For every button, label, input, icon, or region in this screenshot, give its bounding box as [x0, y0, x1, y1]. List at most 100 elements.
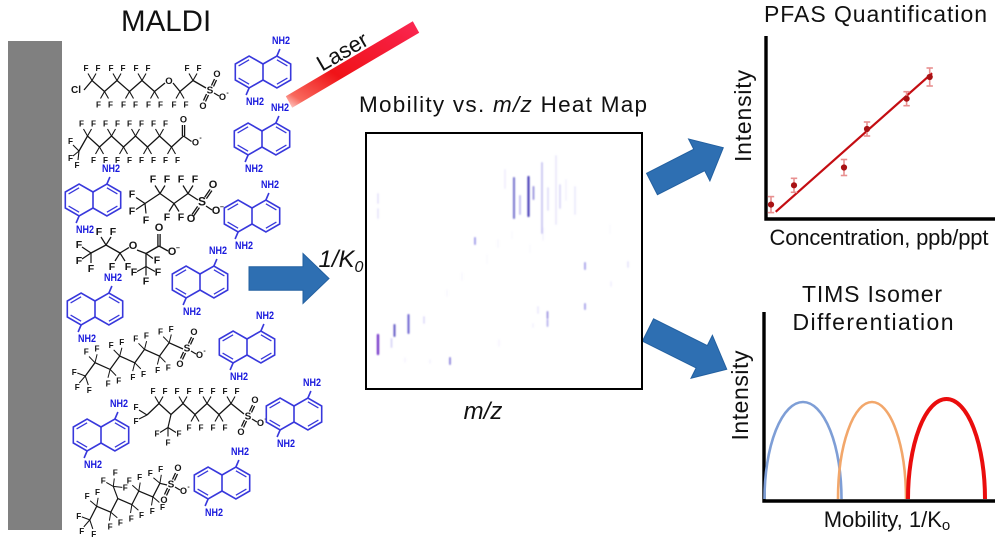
svg-text:F: F	[210, 387, 215, 396]
svg-text:F: F	[150, 387, 155, 396]
svg-text:F: F	[68, 154, 73, 163]
svg-text:F: F	[146, 101, 151, 110]
svg-text:O: O	[212, 205, 221, 217]
svg-text:F: F	[144, 331, 149, 340]
svg-text:NH2: NH2	[183, 306, 201, 318]
svg-text:F: F	[175, 156, 180, 165]
svg-text:NH2: NH2	[102, 163, 120, 175]
svg-text:F: F	[121, 101, 126, 110]
svg-text:Mobility vs. m/z Heat Map: Mobility vs. m/z Heat Map	[359, 92, 647, 117]
svg-text:O: O	[257, 418, 264, 428]
svg-text:F: F	[108, 64, 113, 73]
svg-text:PFAS Quantification: PFAS Quantification	[764, 1, 987, 27]
svg-text:O: O	[160, 495, 167, 505]
svg-text:O: O	[237, 427, 244, 437]
svg-text:F: F	[164, 174, 171, 186]
svg-text:NH2: NH2	[76, 224, 94, 236]
svg-text:F: F	[192, 174, 199, 186]
svg-text:S: S	[198, 195, 206, 209]
svg-text:F: F	[196, 64, 201, 73]
svg-text:F: F	[116, 377, 121, 386]
svg-text:NH2: NH2	[110, 398, 128, 410]
svg-text:F: F	[137, 473, 142, 482]
svg-text:F: F	[123, 483, 128, 492]
svg-text:Intensity: Intensity	[727, 350, 753, 441]
svg-text:F: F	[103, 120, 108, 129]
svg-text:F: F	[150, 174, 157, 186]
svg-text:F: F	[133, 403, 138, 412]
svg-text:NH2: NH2	[272, 35, 290, 47]
svg-text:NH2: NH2	[230, 371, 248, 383]
svg-text:F: F	[210, 424, 215, 433]
svg-text:m/z: m/z	[464, 398, 503, 425]
svg-text:F: F	[109, 341, 114, 350]
svg-text:O: O	[196, 350, 203, 360]
svg-text:O: O	[187, 213, 196, 225]
svg-text:F: F	[151, 120, 156, 129]
svg-text:F: F	[87, 386, 92, 395]
svg-text:F: F	[198, 387, 203, 396]
svg-text:F: F	[178, 174, 185, 186]
svg-text:F: F	[158, 465, 163, 474]
svg-text:F: F	[79, 120, 84, 129]
svg-text:F: F	[113, 468, 118, 477]
svg-text:S: S	[168, 480, 175, 491]
svg-text:O: O	[192, 138, 199, 148]
svg-text:F: F	[143, 215, 150, 227]
svg-text:S: S	[245, 412, 252, 423]
svg-text:F: F	[160, 503, 165, 512]
svg-text:F: F	[115, 156, 120, 165]
svg-text:O: O	[168, 246, 177, 258]
svg-text:F: F	[151, 156, 156, 165]
svg-text:O: O	[251, 395, 258, 405]
svg-text:F: F	[158, 328, 163, 337]
svg-text:F: F	[176, 430, 181, 439]
svg-text:O: O	[176, 359, 183, 369]
svg-text:O: O	[209, 179, 218, 191]
svg-text:F: F	[79, 527, 84, 536]
svg-text:F: F	[119, 338, 124, 347]
svg-text:F: F	[106, 379, 111, 388]
svg-text:O: O	[180, 115, 187, 125]
svg-text:F: F	[85, 492, 90, 501]
svg-text:NH2: NH2	[245, 163, 263, 175]
svg-text:F: F	[158, 101, 163, 110]
svg-text:F: F	[154, 430, 159, 439]
svg-text:F: F	[133, 417, 138, 426]
svg-text:F: F	[96, 226, 103, 238]
svg-text:F: F	[186, 424, 191, 433]
svg-text:NH2: NH2	[261, 179, 279, 191]
svg-text:O: O	[155, 222, 164, 234]
svg-text:NH2: NH2	[84, 459, 102, 471]
svg-text:–: –	[220, 204, 224, 211]
svg-text:TIMS Isomer: TIMS Isomer	[802, 281, 942, 307]
svg-text:F: F	[139, 511, 144, 520]
svg-text:F: F	[101, 476, 106, 485]
svg-text:F: F	[76, 512, 81, 521]
svg-text:-: -	[226, 90, 229, 97]
svg-text:F: F	[129, 515, 134, 524]
svg-text:F: F	[74, 161, 79, 170]
svg-text:F: F	[72, 368, 77, 377]
svg-text:F: F	[155, 366, 160, 375]
svg-text:F: F	[174, 387, 179, 396]
svg-text:F: F	[76, 239, 83, 251]
svg-text:F: F	[178, 212, 185, 224]
svg-text:F: F	[141, 370, 146, 379]
svg-text:O: O	[219, 92, 226, 102]
svg-text:F: F	[84, 348, 89, 357]
svg-text:F: F	[163, 156, 168, 165]
svg-text:NH2: NH2	[104, 272, 122, 284]
svg-text:F: F	[133, 101, 138, 110]
svg-text:F: F	[91, 530, 96, 539]
svg-text:NH2: NH2	[235, 240, 253, 252]
svg-text:O: O	[180, 486, 187, 496]
svg-text:F: F	[150, 507, 155, 516]
svg-text:F: F	[145, 64, 150, 73]
svg-text:F: F	[108, 522, 113, 531]
svg-text:–: –	[176, 245, 180, 252]
svg-text:NH2: NH2	[271, 102, 289, 114]
svg-text:F: F	[115, 120, 120, 129]
svg-text:F: F	[133, 64, 138, 73]
svg-text:Cl: Cl	[71, 85, 81, 96]
